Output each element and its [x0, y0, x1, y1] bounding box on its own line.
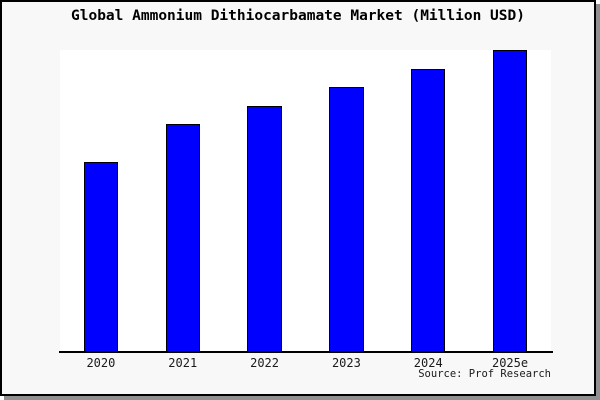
plot-area — [60, 50, 551, 351]
bar-slot — [469, 50, 551, 351]
bar-2023 — [329, 87, 364, 351]
x-tick-label-2025e: 2025e — [491, 356, 529, 370]
x-tick-label-2021: 2021 — [168, 356, 198, 370]
bar-2022 — [247, 106, 282, 351]
x-axis-labels: 2020 2021 2022 2023 2024 2025e — [60, 356, 551, 370]
bar-slot — [305, 50, 387, 351]
x-tick-label-2023: 2023 — [331, 356, 361, 370]
bar-slot — [60, 50, 142, 351]
bar-2024 — [411, 68, 446, 351]
x-axis-line — [59, 351, 553, 353]
chart-title: Global Ammonium Dithiocarbamate Market (… — [71, 8, 525, 24]
x-tick-label-2022: 2022 — [250, 356, 280, 370]
bar-slot — [224, 50, 306, 351]
bar-slot — [387, 50, 469, 351]
bars — [60, 50, 551, 351]
x-tick-label-2024: 2024 — [413, 356, 443, 370]
bar-2020 — [83, 161, 119, 351]
source-note: Source: Prof Research — [418, 368, 551, 380]
bar-slot — [142, 50, 224, 351]
bar-2021 — [165, 124, 200, 351]
bar-2025e — [492, 50, 528, 351]
x-tick-label-2020: 2020 — [86, 356, 116, 370]
